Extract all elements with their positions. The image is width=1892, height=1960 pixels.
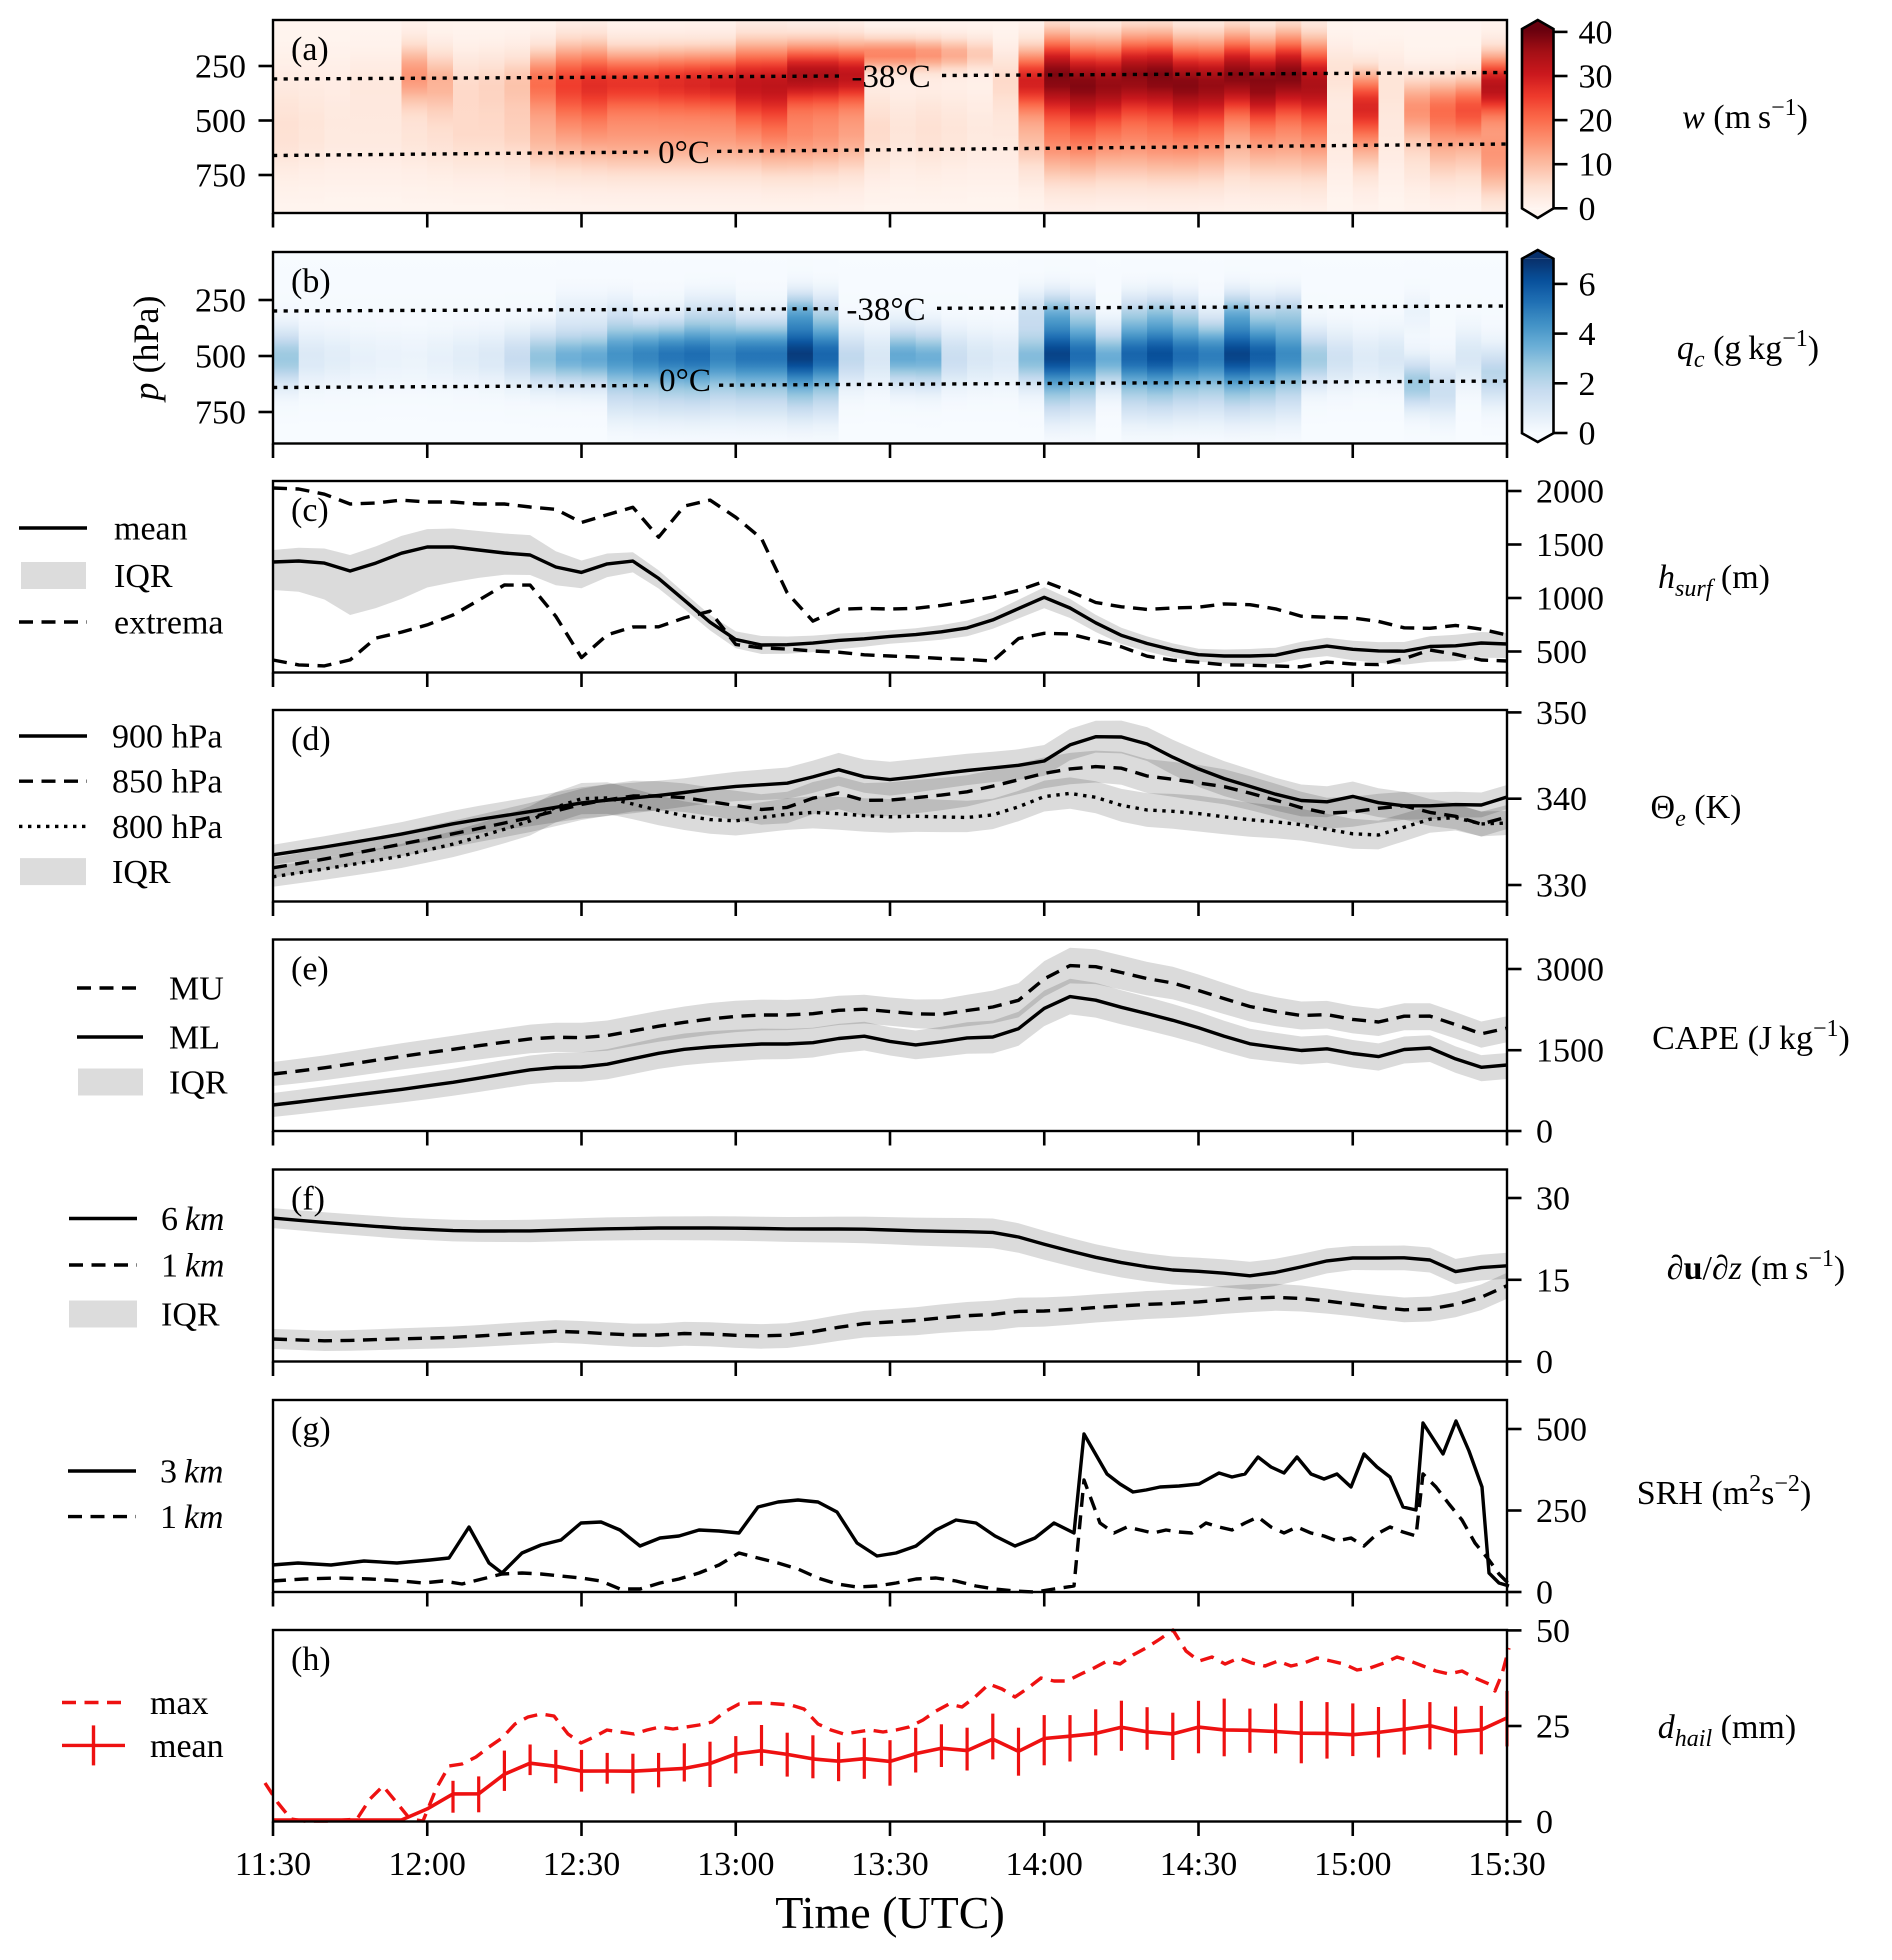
- svg-text:p (hPa): p (hPa): [126, 296, 166, 404]
- svg-text:30: 30: [1536, 1181, 1570, 1218]
- svg-text:330: 330: [1536, 868, 1587, 905]
- svg-text:0°C: 0°C: [658, 135, 710, 171]
- svg-text:Θe (K): Θe (K): [1651, 789, 1742, 832]
- svg-text:40: 40: [1579, 14, 1613, 51]
- svg-text:340: 340: [1536, 781, 1587, 818]
- svg-text:250: 250: [195, 49, 246, 86]
- svg-text:hsurf (m): hsurf (m): [1658, 559, 1770, 602]
- svg-text:15:00: 15:00: [1314, 1846, 1391, 1883]
- svg-text:mean: mean: [114, 511, 188, 548]
- svg-text:2000: 2000: [1536, 474, 1604, 511]
- svg-text:-38°C: -38°C: [851, 59, 930, 95]
- svg-text:1500: 1500: [1536, 527, 1604, 564]
- svg-text:Time (UTC): Time (UTC): [775, 1887, 1005, 1938]
- svg-text:500: 500: [1536, 1412, 1587, 1449]
- svg-text:14:00: 14:00: [1005, 1846, 1082, 1883]
- svg-text:11:30: 11:30: [235, 1846, 311, 1883]
- svg-text:6: 6: [1579, 266, 1596, 303]
- svg-text:extrema: extrema: [114, 605, 224, 642]
- svg-text:25: 25: [1536, 1709, 1570, 1746]
- svg-text:IQR: IQR: [161, 1297, 220, 1334]
- svg-text:3 km: 3 km: [160, 1454, 223, 1491]
- svg-text:mean: mean: [150, 1728, 224, 1765]
- svg-text:0: 0: [1579, 191, 1596, 228]
- svg-text:350: 350: [1536, 695, 1587, 732]
- svg-text:MU: MU: [169, 971, 224, 1008]
- svg-text:500: 500: [195, 103, 246, 140]
- svg-text:12:30: 12:30: [543, 1846, 620, 1883]
- svg-text:800 hPa: 800 hPa: [112, 809, 223, 846]
- svg-text:0: 0: [1536, 1344, 1553, 1381]
- svg-text:750: 750: [195, 158, 246, 195]
- svg-text:-38°C: -38°C: [846, 292, 925, 328]
- svg-text:0: 0: [1536, 1575, 1553, 1612]
- svg-text:1500: 1500: [1536, 1033, 1604, 1070]
- svg-text:2: 2: [1579, 366, 1596, 403]
- svg-text:(g): (g): [291, 1411, 331, 1448]
- svg-text:(a): (a): [291, 31, 329, 68]
- svg-text:10: 10: [1579, 147, 1613, 184]
- svg-text:30: 30: [1579, 59, 1613, 96]
- svg-text:3000: 3000: [1536, 952, 1604, 989]
- svg-text:0°C: 0°C: [659, 363, 711, 399]
- svg-text:850 hPa: 850 hPa: [112, 764, 223, 801]
- svg-text:13:30: 13:30: [851, 1846, 928, 1883]
- svg-text:1 km: 1 km: [161, 1248, 224, 1285]
- svg-text:20: 20: [1579, 103, 1613, 140]
- svg-text:(e): (e): [291, 951, 329, 988]
- svg-text:500: 500: [1536, 634, 1587, 671]
- svg-text:IQR: IQR: [114, 558, 173, 595]
- svg-text:15:30: 15:30: [1468, 1846, 1545, 1883]
- svg-text:0: 0: [1536, 1804, 1553, 1841]
- svg-text:IQR: IQR: [112, 854, 171, 891]
- svg-text:(h): (h): [291, 1641, 331, 1678]
- svg-text:(b): (b): [291, 263, 331, 300]
- svg-text:750: 750: [195, 395, 246, 432]
- svg-text:dhail (mm): dhail (mm): [1658, 1709, 1796, 1752]
- svg-text:(f): (f): [291, 1181, 325, 1218]
- svg-text:SRH (m2s−2): SRH (m2s−2): [1637, 1471, 1812, 1512]
- svg-text:4: 4: [1579, 316, 1596, 353]
- svg-text:900 hPa: 900 hPa: [112, 719, 223, 756]
- svg-text:50: 50: [1536, 1613, 1570, 1650]
- svg-text:0: 0: [1579, 416, 1596, 453]
- svg-text:12:00: 12:00: [388, 1846, 465, 1883]
- svg-text:(c): (c): [291, 492, 329, 529]
- svg-text:max: max: [150, 1685, 209, 1722]
- svg-text:w (m s−1): w (m s−1): [1682, 95, 1808, 136]
- svg-text:250: 250: [1536, 1493, 1587, 1530]
- svg-text:250: 250: [195, 283, 246, 320]
- svg-text:CAPE (J kg−1): CAPE (J kg−1): [1652, 1016, 1850, 1057]
- svg-text:1 km: 1 km: [160, 1499, 223, 1536]
- svg-text:14:30: 14:30: [1160, 1846, 1237, 1883]
- svg-text:13:00: 13:00: [697, 1846, 774, 1883]
- svg-text:6 km: 6 km: [161, 1201, 224, 1238]
- svg-text:IQR: IQR: [169, 1065, 228, 1102]
- svg-text:15: 15: [1536, 1262, 1570, 1299]
- svg-text:(d): (d): [291, 721, 331, 758]
- svg-text:∂u/∂z (m s−1): ∂u/∂z (m s−1): [1667, 1246, 1845, 1287]
- svg-text:500: 500: [195, 339, 246, 376]
- svg-text:ML: ML: [169, 1020, 220, 1057]
- svg-text:1000: 1000: [1536, 581, 1604, 618]
- svg-text:qc (g kg−1): qc (g kg−1): [1677, 326, 1819, 373]
- svg-text:0: 0: [1536, 1114, 1553, 1151]
